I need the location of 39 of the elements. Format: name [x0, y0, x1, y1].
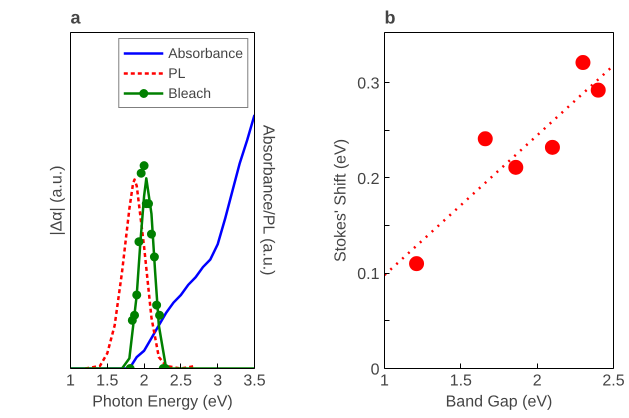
x-tick-label: 2.5: [170, 372, 192, 390]
point: [544, 140, 560, 155]
point: [575, 55, 590, 70]
point: [409, 256, 424, 272]
x-tick-label: 1: [380, 372, 390, 390]
y-axis-title: Stokes' Shift (eV): [332, 138, 350, 262]
x-axis-title: Photon Energy (eV): [92, 394, 233, 410]
point: [590, 82, 606, 98]
y-tick-label: 0: [370, 362, 380, 378]
point: [134, 237, 144, 246]
point: [140, 161, 149, 170]
point: [150, 252, 159, 262]
point: [136, 168, 146, 178]
legend-label: Bleach: [168, 85, 212, 101]
point: [130, 310, 140, 320]
x-tick-label: 2: [532, 372, 542, 390]
x-tick-label: 2.5: [602, 372, 625, 390]
y-tick-label: 0.3: [357, 76, 380, 93]
x-tick-label: 1: [66, 372, 76, 390]
y-axis-title: |Δα| (a.u.): [48, 165, 66, 236]
point: [155, 310, 164, 320]
y2-axis-title: Absorbance/PL (a.u.): [260, 124, 276, 276]
x-tick-label: 2: [140, 372, 149, 390]
x-tick-label: 3: [213, 372, 222, 390]
x-tick-label: 3.5: [243, 372, 266, 390]
x-tick-label: 1.5: [96, 372, 119, 390]
y-tick-label: 0.1: [357, 266, 380, 284]
point: [152, 300, 162, 310]
point: [146, 230, 156, 239]
y-tick-label: 0.2: [357, 170, 380, 188]
x-tick-label: 1.5: [450, 372, 472, 390]
x-axis-title: Band Gap (eV): [446, 394, 552, 410]
point: [508, 160, 524, 175]
legend-label: Absorbance: [168, 45, 243, 61]
legend-label: PL: [168, 65, 186, 81]
point: [478, 131, 493, 146]
chart-title: a: [70, 8, 82, 28]
chart-title: b: [384, 8, 396, 28]
point: [132, 290, 142, 300]
